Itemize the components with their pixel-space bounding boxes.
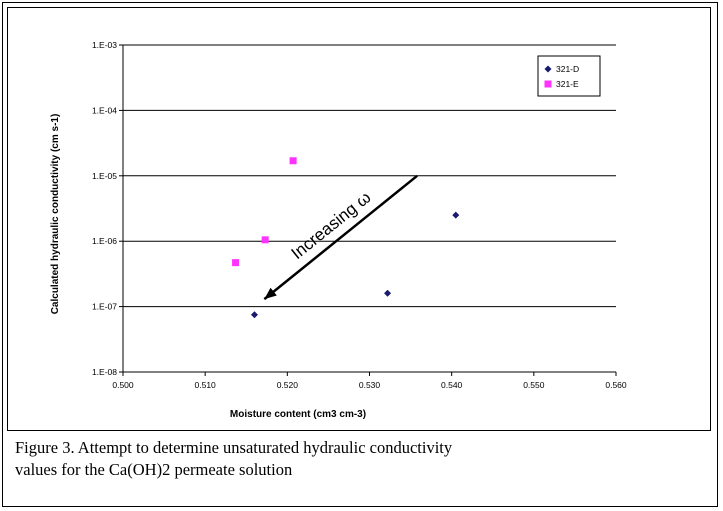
annotation: Increasing ω xyxy=(263,174,418,301)
legend-marker-321-D xyxy=(544,65,552,73)
axes xyxy=(119,44,617,376)
y-axis-label: Calculated hydraulic conductivity (cm s-… xyxy=(50,114,61,315)
y-tick-label: 1.E-08 xyxy=(92,367,117,377)
legend-label: 321-E xyxy=(556,79,579,89)
figure-caption: Figure 3. Attempt to determine unsaturat… xyxy=(15,437,705,481)
legend: 321-D 321-E xyxy=(537,55,601,97)
annotation-text: Increasing ω xyxy=(288,188,375,263)
legend-box xyxy=(537,55,601,97)
y-tick-label: 1.E-06 xyxy=(92,236,117,246)
grid-lines xyxy=(123,44,616,308)
x-axis-label: Moisture content (cm3 cm-3) xyxy=(230,409,366,420)
legend-marker-321-E xyxy=(544,80,552,88)
data-point-321-E xyxy=(232,259,240,267)
data-points xyxy=(232,157,460,319)
data-point-321-E xyxy=(289,157,297,165)
x-tick-label: 0.560 xyxy=(605,380,627,390)
x-tick-label: 0.530 xyxy=(359,380,381,390)
annotation-arrow-head xyxy=(264,287,277,300)
x-tick-label: 0.500 xyxy=(112,380,134,390)
tick-labels: 1.E-08 1.E-07 1.E-06 1.E-05 1.E-04 1.E-03 0.50… xyxy=(92,40,627,390)
y-tick-label: 1.E-07 xyxy=(92,302,117,312)
legend-label: 321-D xyxy=(556,64,579,74)
x-tick-label: 0.520 xyxy=(277,380,299,390)
data-point-321-D xyxy=(452,211,460,219)
chart-area: 1.E-08 1.E-07 1.E-06 1.E-05 1.E-04 1.E-03 0.50… xyxy=(7,7,711,431)
data-point-321-D xyxy=(384,289,392,297)
annotation-arrow-shaft xyxy=(263,174,418,301)
scatter-chart: 1.E-08 1.E-07 1.E-06 1.E-05 1.E-04 1.E-03 0.50… xyxy=(50,40,627,420)
x-tick-label: 0.550 xyxy=(523,380,545,390)
x-tick-label: 0.510 xyxy=(195,380,217,390)
y-tick-label: 1.E-03 xyxy=(92,40,117,50)
data-point-321-E xyxy=(261,236,269,244)
data-point-321-D xyxy=(250,311,258,319)
y-tick-label: 1.E-05 xyxy=(92,171,117,181)
x-tick-label: 0.540 xyxy=(441,380,463,390)
caption-line-1: Figure 3. Attempt to determine unsaturat… xyxy=(15,438,453,457)
y-tick-label: 1.E-04 xyxy=(92,105,117,115)
figure-frame: 1.E-08 1.E-07 1.E-06 1.E-05 1.E-04 1.E-03 0.50… xyxy=(2,2,718,507)
caption-line-2: values for the Ca(OH)2 permeate solution xyxy=(15,460,293,479)
